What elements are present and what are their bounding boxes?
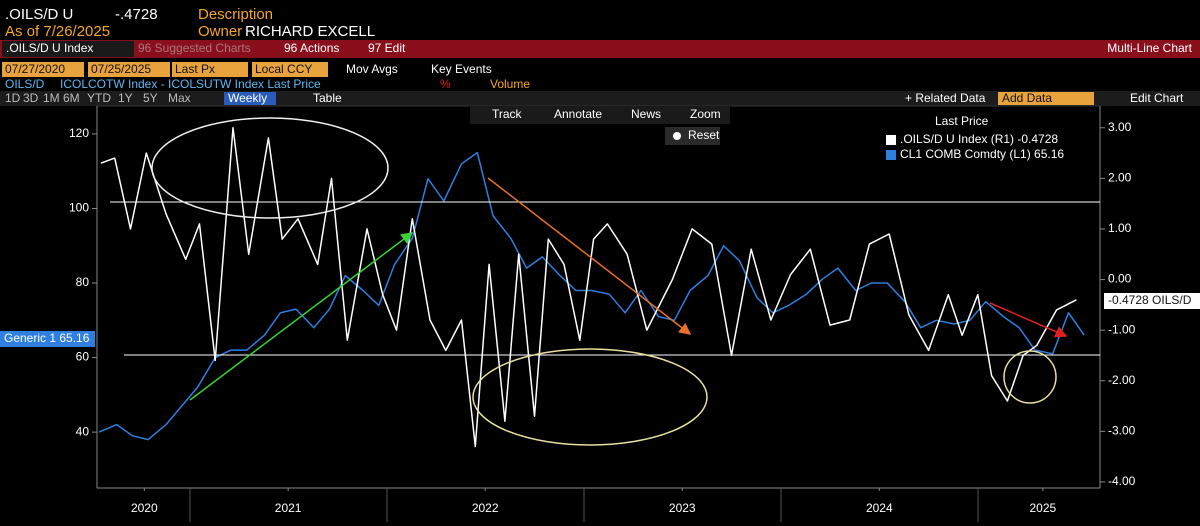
period-button[interactable]: 6M	[63, 91, 80, 105]
add-data[interactable]: Add Data	[1002, 91, 1052, 105]
related-data[interactable]: + Related Data	[905, 91, 986, 105]
tool-button[interactable]: Zoom	[690, 107, 721, 121]
x-tick-label: 2022	[472, 501, 499, 515]
x-tick-label: 2020	[131, 501, 158, 515]
legend-swatch	[886, 135, 896, 145]
description: Description	[198, 6, 273, 23]
period-button[interactable]: 1Y	[118, 91, 133, 105]
year-separators	[189, 488, 979, 522]
x-tick-label: 2025	[1030, 501, 1057, 515]
chart-kind: Multi-Line Chart	[1107, 41, 1192, 55]
suggested-charts[interactable]: 96 Suggested Charts	[138, 41, 251, 55]
field-box[interactable]	[172, 62, 248, 77]
menu-bar	[0, 40, 1200, 58]
y-tick-label: 60	[76, 350, 90, 364]
period-button[interactable]: Max	[168, 91, 191, 105]
y-tick-label: 80	[76, 275, 90, 289]
ticker: .OILS/D U	[5, 6, 73, 23]
tool-button[interactable]: Track	[492, 107, 523, 121]
y2-tick-label: -2.00	[1108, 373, 1136, 387]
left-tag-box	[0, 331, 95, 347]
field[interactable]: Last Px	[175, 62, 215, 76]
y2-tick-label: 0.00	[1108, 272, 1132, 286]
currency-box[interactable]	[252, 62, 328, 77]
x-tick-label: 2024	[866, 501, 893, 515]
end-date[interactable]: 07/25/2025	[91, 62, 151, 76]
period-button[interactable]: 1D	[5, 91, 21, 105]
legend	[880, 112, 1095, 164]
reset-icon[interactable]	[673, 132, 681, 140]
start-date[interactable]: 07/27/2020	[5, 62, 65, 76]
tool-box[interactable]	[668, 106, 730, 124]
as-of: As of 7/26/2025	[5, 23, 110, 40]
legend-entry: CL1 COMB Comdty (L1) 65.16	[900, 147, 1064, 161]
security[interactable]: .OILS/D U Index	[6, 41, 93, 55]
security-box[interactable]	[2, 41, 134, 57]
percent: %	[440, 77, 451, 91]
annotation-arrow	[487, 177, 692, 335]
y2-tick-label: -3.00	[1108, 424, 1136, 438]
right-tag-box	[1104, 293, 1200, 309]
x-tick-label: 2021	[275, 501, 302, 515]
y2-tick-label: 2.00	[1108, 171, 1132, 185]
axis-name: OILS/D	[5, 77, 45, 91]
tool-button[interactable]: News	[631, 107, 661, 121]
end-date-box[interactable]	[88, 62, 170, 77]
edit-chart[interactable]: Edit Chart	[1130, 91, 1184, 105]
owner-label: Owner	[198, 23, 242, 40]
annotation-arrow	[989, 302, 1068, 338]
period-button[interactable]: 5Y	[143, 91, 158, 105]
tool-box[interactable]	[532, 106, 612, 124]
last-value: -.4728	[115, 6, 158, 23]
frequency[interactable]: Weekly	[228, 91, 267, 105]
y-tick-label: 40	[76, 424, 90, 438]
add-data-box[interactable]	[998, 92, 1094, 105]
start-date-box[interactable]	[2, 62, 84, 77]
legend-entry: .OILS/D U Index (R1) -0.4728	[900, 132, 1058, 146]
toolbar	[0, 91, 1200, 106]
owner: RICHARD EXCELL	[245, 23, 375, 40]
y2-tick-label: -1.00	[1108, 322, 1136, 336]
tool-button[interactable]: Annotate	[554, 107, 602, 121]
legend-title: Last Price	[935, 114, 989, 128]
annotation-ellipse	[151, 117, 389, 219]
y2-tick-label: -4.00	[1108, 474, 1136, 488]
reset-box[interactable]	[665, 127, 720, 145]
actions-menu[interactable]: 96 Actions	[284, 41, 339, 55]
left-tag: Generic 1 65.16	[4, 331, 90, 345]
table-button[interactable]: Table	[313, 91, 342, 105]
annotation-ellipse	[472, 348, 708, 446]
edit-menu[interactable]: 97 Edit	[368, 41, 406, 55]
study: ICOLCOTW Index - ICOLSUTW Index Last Pri…	[60, 77, 321, 91]
y-tick-label: 100	[69, 201, 89, 215]
right-tag: -0.4728 OILS/D	[1108, 293, 1192, 307]
series-line	[98, 151, 1085, 441]
period-button[interactable]: 3D	[23, 91, 39, 105]
y-tick-label: 120	[69, 126, 89, 140]
currency[interactable]: Local CCY	[255, 62, 312, 76]
key-events[interactable]: Key Events	[431, 62, 492, 76]
mov-avgs[interactable]: Mov Avgs	[346, 62, 398, 76]
y2-tick-label: 3.00	[1108, 120, 1132, 134]
tool-box[interactable]	[609, 106, 671, 124]
legend-swatch	[886, 150, 896, 160]
tool-box[interactable]	[470, 106, 532, 124]
annotation-arrow	[189, 232, 414, 401]
series-line	[100, 127, 1077, 448]
volume: Volume	[490, 77, 530, 91]
reset[interactable]: Reset	[688, 128, 720, 142]
period-button[interactable]: YTD	[87, 91, 111, 105]
annotation-circle	[1003, 350, 1057, 404]
y2-tick-label: 1.00	[1108, 221, 1132, 235]
frequency-box[interactable]	[224, 92, 276, 105]
x-tick-label: 2023	[669, 501, 696, 515]
period-button[interactable]: 1M	[43, 91, 60, 105]
